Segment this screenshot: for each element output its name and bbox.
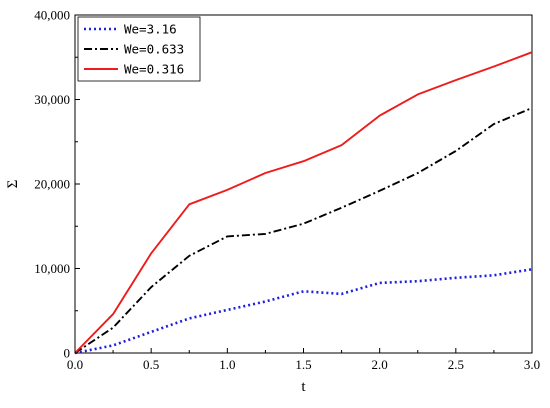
x-tick-label: 2.0	[372, 357, 388, 372]
y-tick-label: 0	[64, 346, 71, 361]
x-tick-label: 1.0	[219, 357, 235, 372]
y-tick-label: 20,000	[34, 177, 70, 192]
y-axis-label: Σ	[5, 180, 21, 189]
y-tick-label: 10,000	[34, 261, 70, 276]
legend: We=3.16 We=0.633 We=0.316	[77, 16, 201, 82]
y-axis: 0 10,000 20,000 30,000 40,000	[34, 8, 80, 361]
x-axis: 0.0 0.5 1.0 1.5 2.0 2.5 3.0	[67, 348, 540, 372]
x-tick-label: 2.5	[448, 357, 464, 372]
series-line-3	[74, 51, 533, 354]
legend-box	[77, 16, 201, 82]
legend-label-1: We=3.16	[124, 22, 177, 37]
y-tick-label: 40,000	[34, 8, 70, 23]
x-tick-label: 0.0	[67, 357, 83, 372]
x-tick-label: 1.5	[295, 357, 311, 372]
series-layer	[74, 51, 533, 355]
x-tick-label: 3.0	[524, 357, 540, 372]
series-line-1	[74, 268, 533, 355]
x-tick-label: 0.5	[143, 357, 159, 372]
series-line-2	[74, 107, 533, 354]
legend-label-3: We=0.316	[124, 62, 184, 77]
y-tick-label: 30,000	[34, 92, 70, 107]
legend-label-2: We=0.633	[124, 42, 184, 57]
x-axis-label: t	[301, 379, 306, 395]
